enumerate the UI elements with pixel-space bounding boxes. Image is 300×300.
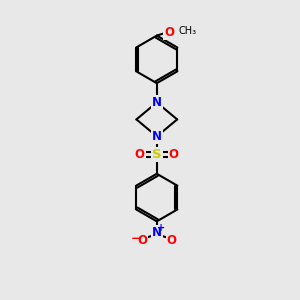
Text: O: O — [164, 26, 174, 39]
Text: N: N — [152, 226, 162, 239]
Text: −: − — [131, 232, 141, 245]
Text: O: O — [137, 234, 147, 247]
Text: N: N — [152, 96, 162, 109]
Text: S: S — [152, 148, 162, 161]
Text: +: + — [157, 223, 165, 233]
Text: O: O — [167, 234, 176, 247]
Text: O: O — [169, 148, 179, 161]
Text: O: O — [135, 148, 145, 161]
Text: N: N — [152, 130, 162, 143]
Text: CH₃: CH₃ — [179, 26, 197, 36]
